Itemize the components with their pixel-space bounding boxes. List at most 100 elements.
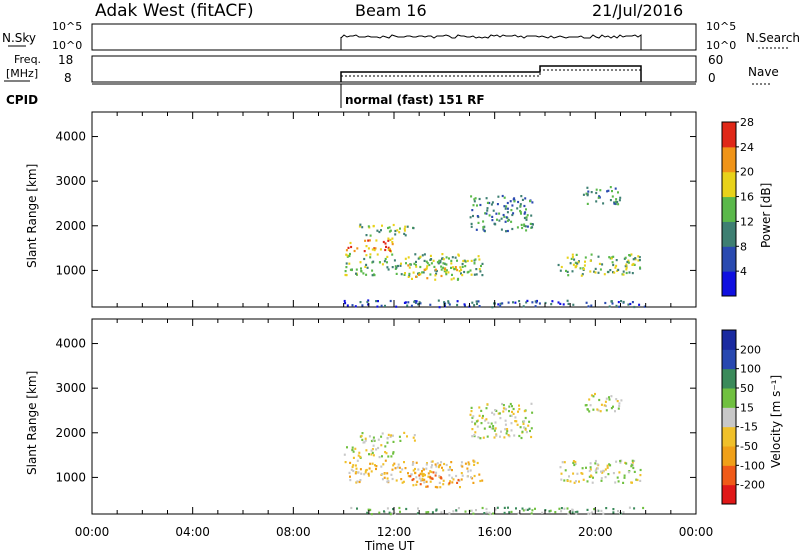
echo-cell (614, 187, 617, 190)
echo-cell (525, 208, 527, 211)
echo-cell (451, 476, 454, 479)
echo-cell (382, 240, 385, 244)
echo-cell (394, 267, 397, 270)
echo-cell (579, 267, 582, 270)
echo-cell (478, 197, 481, 201)
echo-cell (604, 400, 607, 403)
echo-cell (600, 477, 603, 480)
echo-cell (515, 420, 518, 423)
echo-cell (417, 468, 420, 471)
velocity-colorbar: -200 -100 -50 -15 15 50 100 200 (721, 329, 765, 505)
echo-cell (451, 469, 453, 472)
echo-cell (385, 245, 387, 248)
echo-cell (395, 479, 398, 482)
echo-cell (499, 435, 501, 438)
echo-cell (386, 477, 389, 480)
echo-cell (368, 453, 370, 456)
echo-cell (536, 299, 538, 303)
echo-cell (631, 459, 634, 462)
echo-cell (380, 435, 383, 438)
echo-cell (413, 434, 416, 437)
echo-cell (470, 225, 473, 228)
echo-cell (521, 226, 524, 230)
echo-cell (364, 239, 367, 242)
echo-cell (475, 509, 477, 512)
echo-cell (358, 225, 361, 228)
echo-cell (503, 436, 506, 439)
echo-cell (492, 209, 495, 212)
echo-cell (372, 224, 375, 228)
echo-cell (440, 511, 443, 514)
echo-cell (612, 405, 614, 408)
echo-cell (470, 406, 473, 409)
echo-cell (480, 422, 483, 425)
echo-cell (594, 459, 597, 463)
echo-cell (511, 405, 513, 408)
echo-cell (500, 217, 503, 220)
echo-cell (443, 462, 446, 466)
sky-noise-panel: N.Sky 10^5 10^0 10^5 10^0 N.Search (2, 20, 800, 52)
echo-cell (633, 263, 636, 266)
echo-cell (592, 408, 595, 411)
echo-cell (408, 266, 411, 269)
echo-cell (421, 271, 424, 274)
echo-cell (503, 215, 506, 218)
echo-cell (432, 471, 435, 474)
echo-cell (569, 480, 572, 483)
echo-cell (388, 226, 391, 229)
echo-cell (439, 463, 442, 467)
echo-cell (443, 262, 446, 265)
sky-noise-trace (340, 34, 642, 50)
echo-cell (423, 478, 426, 481)
echo-cell (372, 436, 375, 439)
echo-cell (630, 481, 633, 484)
echo-cell (469, 469, 472, 472)
echo-cell (367, 303, 370, 306)
echo-cell (485, 507, 488, 511)
echo-cell (593, 270, 596, 273)
echo-cell (534, 305, 537, 308)
echo-cell (364, 471, 367, 474)
echo-cell (573, 258, 576, 261)
echo-cell (476, 215, 479, 218)
echo-cell (379, 248, 382, 251)
echo-cell (474, 431, 477, 434)
echo-cell (511, 227, 514, 231)
echo-cell (370, 439, 373, 443)
echo-cell (480, 409, 483, 412)
echo-cell (412, 469, 415, 472)
echo-cell (412, 436, 415, 439)
echo-cell (349, 252, 351, 256)
power-colorbar: 4 8 12 16 20 24 28 (721, 116, 754, 297)
echo-cell (429, 476, 432, 479)
echo-cell (407, 264, 410, 267)
echo-cell (479, 270, 482, 273)
echo-cell (400, 478, 403, 481)
echo-cell (421, 470, 423, 473)
echo-cell (589, 462, 592, 465)
echo-cell (482, 436, 485, 439)
echo-cell (369, 253, 372, 256)
echo-cell (478, 268, 481, 271)
echo-cell (443, 301, 446, 304)
echo-cell (598, 195, 601, 198)
echo-cell (431, 460, 434, 463)
echo-cell (387, 433, 390, 436)
echo-cell (415, 275, 417, 278)
echo-cell (359, 468, 362, 471)
colorbar-swatch (722, 221, 736, 247)
echo-cell (348, 254, 351, 258)
echo-cell (405, 507, 408, 511)
echo-cell (601, 263, 604, 266)
echo-cell (527, 424, 530, 427)
echo-cell (504, 428, 507, 431)
echo-cell (472, 204, 475, 207)
echo-cell (595, 200, 598, 203)
echo-cell (404, 272, 406, 275)
echo-cell (351, 448, 354, 452)
echo-cell (572, 472, 575, 475)
echo-cell (429, 480, 432, 483)
echo-cell (367, 225, 370, 228)
echo-cell (484, 419, 487, 422)
y-tick-label: 1000 (55, 470, 86, 484)
